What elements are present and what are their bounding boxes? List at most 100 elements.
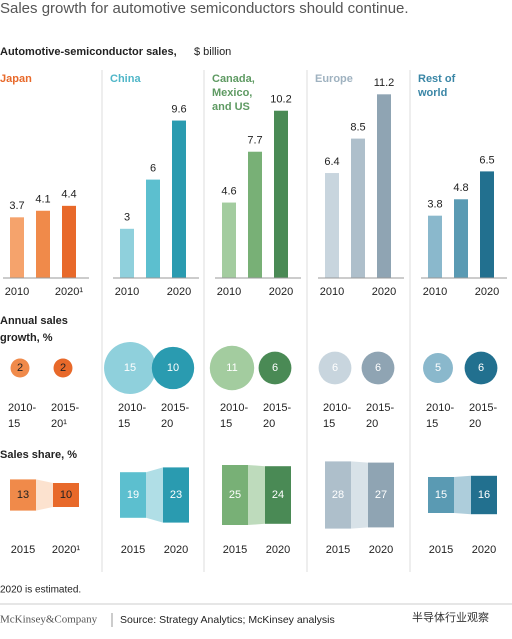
share-box	[265, 466, 291, 524]
value-label: 4.4	[61, 189, 76, 201]
share-connector	[248, 465, 265, 525]
growth-label: 6	[272, 362, 278, 374]
bar	[36, 210, 50, 278]
year-label: 2020	[269, 286, 293, 298]
year-label: 2020	[475, 286, 499, 298]
growth-bubble	[209, 345, 255, 391]
bar	[222, 202, 236, 278]
section-label: growth, %	[0, 332, 53, 344]
value-label: 11.2	[374, 77, 395, 89]
region-name: Mexico,	[212, 87, 252, 99]
period-label: 20	[366, 418, 378, 430]
bar	[248, 151, 262, 278]
share-label: 28	[332, 489, 344, 501]
growth-label: 2	[17, 362, 23, 374]
share-label: 19	[127, 489, 139, 501]
growth-label: 10	[167, 362, 179, 374]
growth-label: 6	[332, 362, 338, 374]
bar	[62, 205, 76, 278]
watermark: 半导体行业观察	[412, 610, 489, 624]
period-label: 2015-	[469, 402, 497, 414]
share-label: 10	[60, 489, 72, 501]
region-name: and US	[212, 101, 250, 113]
share-box	[471, 475, 497, 515]
share-label: 24	[272, 489, 284, 501]
growth-bubble	[10, 358, 30, 378]
subtitle-unit: $ billion	[194, 46, 231, 58]
bar	[10, 217, 24, 278]
share-year: 2015	[223, 544, 247, 556]
period-label: 20	[161, 418, 173, 430]
share-label: 27	[375, 489, 387, 501]
region-name: China	[110, 73, 141, 85]
bar	[172, 120, 186, 278]
growth-label: 6	[375, 362, 381, 374]
growth-label: 15	[124, 362, 136, 374]
period-label: 20	[263, 418, 275, 430]
period-label: 2015-	[161, 402, 189, 414]
growth-bubble	[464, 351, 498, 385]
share-box	[163, 467, 189, 523]
period-label: 15	[118, 418, 130, 430]
growth-label: 2	[60, 362, 66, 374]
bar	[428, 215, 442, 278]
period-label: 2010-	[220, 402, 248, 414]
growth-bubble	[318, 351, 352, 385]
value-label: 3.7	[9, 200, 24, 212]
share-year: 2015	[429, 544, 453, 556]
period-label: 15	[220, 418, 232, 430]
share-label: 25	[229, 489, 241, 501]
share-box	[428, 477, 454, 513]
footnote: 2020 is estimated.	[0, 585, 81, 596]
period-label: 2015-	[51, 402, 79, 414]
year-label: 2020¹	[55, 286, 83, 298]
value-label: 7.7	[247, 135, 262, 147]
share-box	[222, 465, 248, 525]
share-year: 2015	[11, 544, 35, 556]
bar	[120, 228, 134, 278]
year-label: 2020	[372, 286, 396, 298]
share-year: 2020	[266, 544, 290, 556]
brand: McKinsey&Company	[0, 614, 98, 626]
share-label: 23	[170, 489, 182, 501]
section-label: Sales share, %	[0, 449, 77, 461]
growth-bubble	[53, 358, 73, 378]
subtitle: Automotive-semiconductor sales,	[0, 46, 177, 58]
share-year: 2015	[121, 544, 145, 556]
value-label: 4.6	[221, 185, 236, 197]
share-year: 2020¹	[52, 544, 80, 556]
share-connector	[351, 461, 368, 529]
growth-bubble	[423, 353, 453, 383]
section-label: Annual sales	[0, 315, 68, 327]
bar	[377, 94, 391, 278]
period-label: 20¹	[51, 418, 67, 430]
growth-bubble	[258, 351, 292, 385]
year-label: 2010	[423, 286, 447, 298]
bar	[146, 179, 160, 278]
region-name: Europe	[315, 73, 353, 85]
period-label: 2010-	[8, 402, 36, 414]
value-label: 6	[150, 163, 156, 175]
share-box	[10, 479, 36, 511]
region-name: Rest of	[418, 73, 456, 85]
growth-bubble	[151, 346, 195, 390]
value-label: 6.4	[324, 156, 339, 168]
share-year: 2015	[326, 544, 350, 556]
share-box	[368, 462, 394, 528]
growth-bubble	[361, 351, 395, 385]
year-label: 2010	[5, 286, 29, 298]
value-label: 4.1	[35, 194, 50, 206]
growth-label: 5	[435, 362, 441, 374]
value-label: 10.2	[270, 94, 291, 106]
share-label: 15	[435, 489, 447, 501]
share-connector	[36, 479, 53, 511]
bar	[325, 173, 339, 278]
bar	[454, 199, 468, 278]
region-name: Canada,	[212, 73, 255, 85]
share-year: 2020	[164, 544, 188, 556]
share-label: 16	[478, 489, 490, 501]
title: Sales growth for automotive semiconducto…	[0, 0, 409, 17]
period-label: 15	[8, 418, 20, 430]
period-label: 2010-	[323, 402, 351, 414]
